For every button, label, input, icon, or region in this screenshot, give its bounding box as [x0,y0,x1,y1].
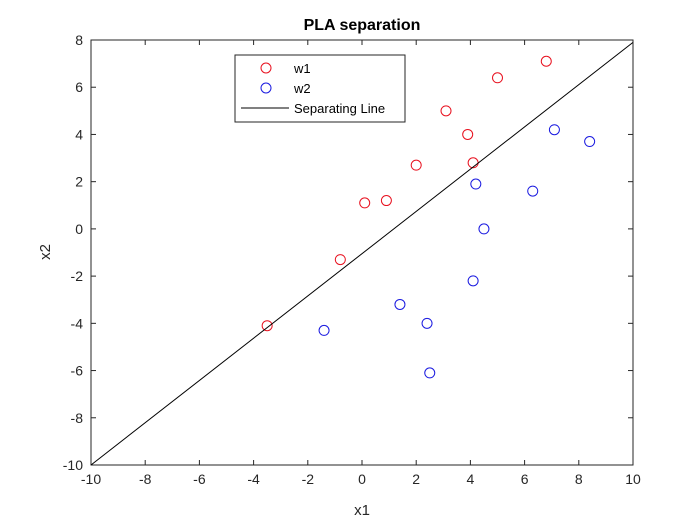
data-point-w2 [424,367,436,379]
data-point-w2 [421,317,433,329]
series-layer [90,41,634,466]
data-point-w1 [380,195,392,207]
chart-title: PLA separation [304,17,421,34]
y-tick-label: -8 [71,410,84,426]
y-tick-label: 2 [75,174,83,190]
y-tick-label: 4 [75,126,83,142]
legend-label-w1: w1 [293,61,311,76]
y-tick-label: -10 [63,457,83,473]
legend: w1 w2 Separating Line [234,54,406,123]
ticks-layer: -10 -8 -6 -4 -2 0 2 4 6 8 10 -10 -8 -6 -4 -2 0 2 4 6 8 [63,32,641,487]
legend-marker-w1 [260,62,272,74]
data-point-w1 [440,105,452,117]
data-point-w1 [492,72,503,84]
x-tick-label: 2 [412,471,420,487]
data-point-w1 [462,128,474,140]
data-point-w2 [467,275,479,287]
y-tick-label: -4 [71,315,84,331]
data-point-w2 [527,185,539,197]
data-point-w1 [261,320,273,332]
data-point-w2 [394,298,406,310]
y-tick-label: 8 [75,32,83,48]
legend-box [234,54,406,123]
x-tick-label: -6 [193,471,206,487]
data-point-w1 [540,55,552,67]
x-tick-label: 4 [467,471,475,487]
data-point-w1 [359,197,371,209]
legend-label-w2: w2 [293,81,311,96]
y-tick-label: 6 [75,79,83,95]
data-point-w2 [318,324,330,336]
data-point-w2 [584,136,596,148]
x-axis-label: x1 [354,502,370,519]
x-tick-label: -4 [247,471,260,487]
x-tick-label: -8 [139,471,152,487]
y-tick-label: -6 [71,363,84,379]
legend-marker-w2 [260,82,272,94]
data-point-w2 [478,223,490,235]
x-tick-label: -2 [302,471,315,487]
x-tick-label: 10 [625,471,641,487]
data-point-w2 [470,178,482,190]
data-point-w2 [548,124,560,136]
y-tick-label: -2 [71,268,84,284]
x-tick-label: 6 [521,471,529,487]
legend-label-separating-line: Separating Line [294,101,385,116]
data-point-w1 [410,159,422,171]
x-tick-label: 0 [358,471,366,487]
x-tick-label: -10 [81,471,101,487]
y-tick-label: 0 [75,221,83,237]
x-tick-label: 8 [575,471,583,487]
separating-line [90,41,634,466]
y-axis-label: x2 [37,244,54,260]
data-point-w1 [334,254,346,266]
